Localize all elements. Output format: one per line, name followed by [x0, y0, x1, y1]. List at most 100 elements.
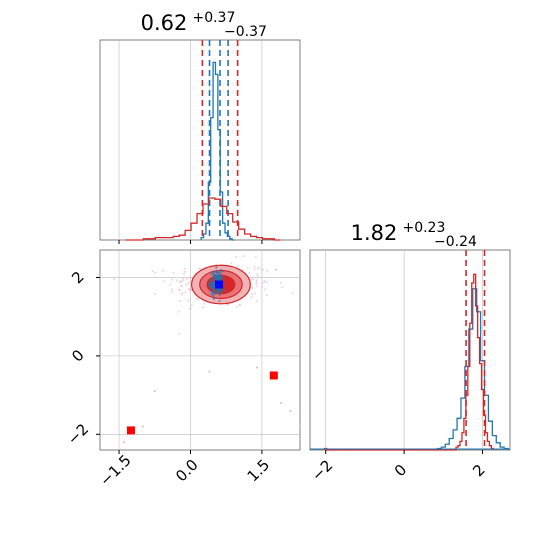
joint-scatter-point — [178, 288, 181, 291]
joint-scatter-point — [236, 265, 239, 268]
joint-scatter-point — [187, 282, 190, 285]
joint-scatter-point — [256, 275, 259, 278]
joint-blue-point — [212, 271, 215, 274]
x-marginal-title-minus: −0.37 — [224, 24, 267, 40]
y-hist-series-0 — [436, 288, 509, 450]
joint-scatter-point — [265, 294, 268, 297]
joint-scatter-point — [201, 306, 204, 309]
x-hist-series-1 — [125, 197, 281, 241]
joint-scatter-point — [154, 271, 157, 274]
joint-red-marker-0 — [126, 426, 135, 435]
joint-scatter-point — [248, 271, 251, 274]
x-hist-series-0 — [200, 61, 235, 241]
joint-blue-point — [214, 292, 217, 295]
joint-y-tick-label-0: −2 — [64, 420, 92, 448]
joint-scatter-point — [253, 265, 256, 268]
joint-scatter-point — [180, 280, 183, 283]
joint-scatter-point — [255, 300, 258, 303]
joint-red-marker-1 — [269, 371, 278, 380]
joint-blue-point — [210, 293, 213, 296]
joint-scatter-point — [258, 266, 261, 269]
joint-outlier-point-9 — [275, 268, 278, 271]
joint-scatter-point — [239, 303, 242, 306]
joint-outlier-point-6 — [256, 366, 259, 369]
joint-scatter-point — [176, 279, 179, 282]
joint-scatter-point — [188, 277, 191, 280]
joint-blue-point — [219, 288, 222, 291]
joint-scatter-point — [182, 279, 185, 282]
joint-blue-point — [219, 271, 222, 274]
joint-scatter-point — [242, 255, 245, 258]
joint-blue-point — [209, 287, 212, 290]
joint-blue-point — [209, 283, 212, 286]
joint-scatter-point — [250, 296, 253, 299]
y-title-value: 1.82 — [351, 221, 398, 245]
plot-marks — [113, 40, 510, 451]
joint-scatter-point — [261, 269, 264, 272]
joint-blue-point — [217, 277, 220, 280]
joint-scatter-point — [153, 293, 156, 296]
joint-scatter-point — [178, 310, 181, 313]
joint-scatter-point — [187, 299, 190, 302]
joint-blue-point — [212, 297, 215, 300]
joint-blue-point — [224, 289, 227, 292]
joint-scatter-point — [185, 283, 188, 286]
y-marginal-tick-label-1: 0 — [391, 461, 410, 480]
joint-blue-point — [220, 268, 223, 271]
joint-blue-point — [211, 278, 214, 281]
joint-scatter-point — [261, 286, 264, 289]
joint-blue-marker — [215, 280, 224, 289]
joint-scatter-point — [261, 281, 264, 284]
joint-scatter-point — [251, 293, 254, 296]
joint-blue-point — [212, 294, 215, 297]
joint-outlier-point-3 — [299, 425, 301, 428]
joint-blue-point — [211, 286, 214, 289]
joint-scatter-point — [188, 289, 191, 292]
joint-scatter-point — [255, 282, 258, 285]
joint-y-tick-label-2: 2 — [68, 268, 87, 287]
x-title-value: 0.62 — [141, 11, 188, 35]
joint-blue-point — [219, 274, 222, 277]
joint-scatter-point — [250, 286, 253, 289]
joint-blue-point — [213, 275, 216, 278]
y-marginal-title: 1.82 +0.23 — [351, 220, 446, 245]
x-title-plus: +0.37 — [192, 10, 235, 26]
joint-scatter-point — [266, 269, 269, 272]
joint-scatter-point — [184, 267, 187, 270]
joint-scatter-point — [185, 277, 188, 280]
joint-scatter-point — [171, 288, 174, 291]
y-title-plus: +0.23 — [402, 220, 445, 236]
joint-scatter-point — [172, 271, 175, 274]
joint-blue-point — [211, 273, 214, 276]
joint-scatter-point — [179, 284, 182, 287]
joint-y-tick-label-1: 0 — [68, 346, 87, 365]
joint-scatter-point — [235, 305, 238, 308]
joint-blue-point — [219, 291, 222, 294]
joint-outlier-point-8 — [189, 307, 192, 310]
joint-scatter-point — [229, 262, 232, 265]
joint-scatter-point — [179, 300, 182, 303]
y-marginal-panel — [309, 249, 511, 451]
joint-scatter-point — [291, 292, 294, 295]
joint-x-tick-label-1: 0.0 — [172, 456, 202, 486]
joint-scatter-point — [263, 281, 266, 284]
x-marginal-title: 0.62 +0.37 — [141, 10, 236, 35]
joint-blue-point — [213, 287, 216, 290]
joint-scatter-point — [251, 278, 254, 281]
joint-scatter-point — [161, 269, 164, 272]
joint-blue-point — [209, 279, 212, 282]
joint-blue-point — [218, 300, 221, 303]
joint-blue-point — [214, 276, 217, 279]
joint-outlier-point-2 — [279, 401, 282, 404]
y-marginal-tick-label-2: 2 — [469, 461, 488, 480]
joint-x-tick-label-2: 1.5 — [244, 456, 274, 486]
joint-scatter-point — [113, 277, 116, 280]
joint-scatter-point — [182, 272, 185, 275]
joint-blue-point — [221, 270, 224, 273]
y-hist-series-1 — [324, 273, 494, 451]
joint-blue-point — [215, 266, 218, 269]
joint-outlier-point-0 — [122, 441, 125, 444]
joint-scatter-point — [178, 332, 181, 335]
joint-scatter-point — [255, 285, 258, 288]
